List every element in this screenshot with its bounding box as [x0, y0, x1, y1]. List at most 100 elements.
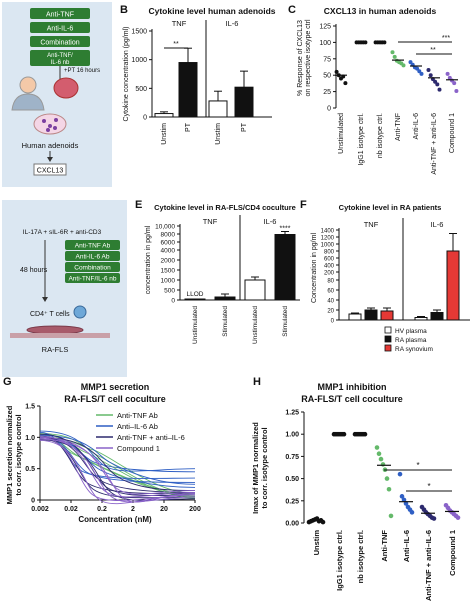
panel-h-ytick-label: 1.00 — [285, 432, 299, 439]
panel-f-ytick-label: 1000 — [321, 243, 335, 249]
treatment-label: Anti-IL-6 Ab — [76, 254, 110, 261]
arrow-head-icon — [47, 157, 53, 162]
panel-f-legend-label: RA plasma — [395, 337, 427, 344]
panel-f-bar — [414, 317, 428, 321]
panel-f-legend-swatch — [384, 335, 392, 343]
cell-dot-icon — [48, 124, 52, 128]
panel-e-bar — [244, 279, 266, 301]
schematic-a-arrow-text: +PT 16 hours — [64, 68, 100, 74]
panel-c-sig-label: ** — [430, 47, 436, 54]
panel-f-title: Cytokine level in RA patients — [339, 203, 442, 212]
schematic-d-fls-label: RA-FLS — [42, 345, 69, 354]
panel-e-bar — [184, 298, 206, 301]
panel-e-sig-label: **** — [280, 226, 291, 233]
person-head-icon — [19, 76, 37, 94]
panel-g-title: MMP1 secretion — [81, 382, 150, 392]
panel-h-category-label: Anti-TNF — [380, 530, 389, 562]
panel-h-data-point — [403, 501, 409, 506]
panel-c-ytick-label: 100 — [319, 40, 331, 47]
treatment-label: IL-6 nb — [51, 60, 70, 66]
panel-c-category-label: Anti-TNF + anti-IL-6 — [431, 113, 438, 175]
panel-c-ytick-label: 25 — [323, 89, 331, 96]
panel-h-category-label: Anti-TNF + anti–IL-6 — [424, 530, 433, 601]
fls-cell-icon — [26, 325, 84, 335]
treatment-label: Anti-TNF Ab — [75, 243, 111, 250]
panel-b-category-label: Unstim — [215, 123, 222, 145]
schematic-d-background — [2, 200, 127, 377]
panel-c-category-label: Compound 1 — [449, 113, 456, 153]
panel-f-legend-label: HV plasma — [395, 328, 427, 335]
panel-g-ylabel: MMP1 secretion normalized — [5, 405, 14, 504]
panel-g-xtick-label: 0.002 — [31, 506, 49, 513]
panel-g-xlabel: Concentration (nM) — [78, 515, 152, 524]
panel-h-ytick-label: 0.50 — [285, 476, 299, 483]
panel-c-data-point — [419, 71, 424, 76]
schematic-a-tissue-label: Human adenoids — [22, 141, 79, 150]
panel-f-ytick-label: 40 — [327, 299, 334, 305]
cell-dot-icon — [46, 128, 50, 132]
t-cell-icon — [73, 305, 87, 319]
panel-c-data-point — [343, 81, 348, 86]
panel-e-category-label: Unstimulated — [252, 306, 259, 344]
treatment-box — [30, 36, 90, 47]
panel-c-category-label: IgG1 isotype ctrl. — [358, 113, 365, 166]
panel-e-bar — [274, 234, 296, 301]
panel-f-ytick-label: 600 — [324, 257, 335, 263]
panel-c-category-label: Anti-TNF — [395, 113, 402, 141]
panel-f-bar — [430, 312, 444, 321]
panel-c-category-label: Unstimulated — [338, 113, 345, 154]
panel-g-ytick-label: 1.5 — [25, 404, 35, 411]
panel-f-bar — [446, 250, 460, 321]
cell-dot-icon — [53, 126, 57, 130]
treatment-box — [30, 22, 90, 33]
panel-g-legend-label: Anti-TNF + anti–IL-6 — [117, 433, 185, 442]
schematic-a-readout: CXCL13 — [37, 168, 64, 175]
panel-e-group-label: IL-6 — [264, 217, 277, 226]
panel-g-curve — [39, 435, 196, 483]
panel-f-legend-swatch — [384, 326, 392, 334]
panel-letter-e: E — [135, 199, 142, 211]
panel-b-category-label: Unstim — [161, 123, 168, 145]
panel-e-category-label: Stimulated — [282, 306, 289, 337]
panel-h-ytick-label: 0.75 — [285, 454, 299, 461]
panel-g-xtick-label: 2 — [131, 506, 135, 513]
treatment-label: Combination — [40, 40, 79, 47]
panel-c-ylabel: on respective isotype ctrl — [305, 19, 312, 96]
treatment-box — [65, 251, 120, 261]
panel-h-ytick-label: 1.25 — [285, 410, 299, 417]
panel-g-legend-label: Compound 1 — [117, 444, 160, 453]
panel-h-data-point — [376, 451, 382, 457]
panel-e-ytick-label: 2000 — [161, 258, 176, 265]
panel-h-ylabel: Imax of MMP1 normalized — [251, 422, 260, 514]
panel-c-data-point — [445, 71, 450, 76]
treatment-label: Anti-TNF/ — [47, 53, 73, 59]
panel-h-data-point — [388, 513, 394, 519]
panel-letter-c: C — [288, 4, 296, 16]
panel-c-sig-label: *** — [442, 35, 450, 42]
panel-c-category-label: nb isotype ctrl. — [377, 113, 384, 158]
panel-g-curve — [39, 433, 196, 497]
panel-g-xtick-label: 200 — [189, 506, 201, 513]
panel-f-ytick-label: 60 — [327, 289, 334, 295]
panel-h-data-point — [399, 494, 405, 499]
panel-h-category-label: Anti–IL-6 — [402, 530, 411, 562]
panel-c-ytick-label: 125 — [319, 24, 331, 31]
panel-letter-h: H — [253, 376, 261, 388]
panel-b-bar — [154, 113, 174, 118]
panel-h-sig-label: * — [416, 461, 419, 470]
treatment-box — [65, 273, 120, 283]
panel-c-data-point — [390, 50, 395, 55]
panel-b-ylabel: Cytokine concentration (pg/ml) — [123, 27, 130, 122]
panel-f-ytick-label: 0 — [331, 319, 335, 325]
panel-b-group-label: IL-6 — [226, 19, 239, 28]
panel-g-curve — [39, 438, 196, 503]
panel-e-ytick-label: 6000 — [161, 240, 176, 247]
panel-c-data-point — [452, 81, 457, 86]
panel-f-group-label: TNF — [364, 220, 379, 229]
treatment-label: Anti-IL-6 — [47, 26, 74, 33]
panel-h-data-point — [374, 445, 380, 450]
panel-c-data-point — [408, 60, 413, 65]
panel-b-ytick-label: 500 — [135, 86, 147, 93]
adenoid-tissue-icon — [53, 77, 79, 99]
panel-c-data-point — [415, 66, 420, 71]
